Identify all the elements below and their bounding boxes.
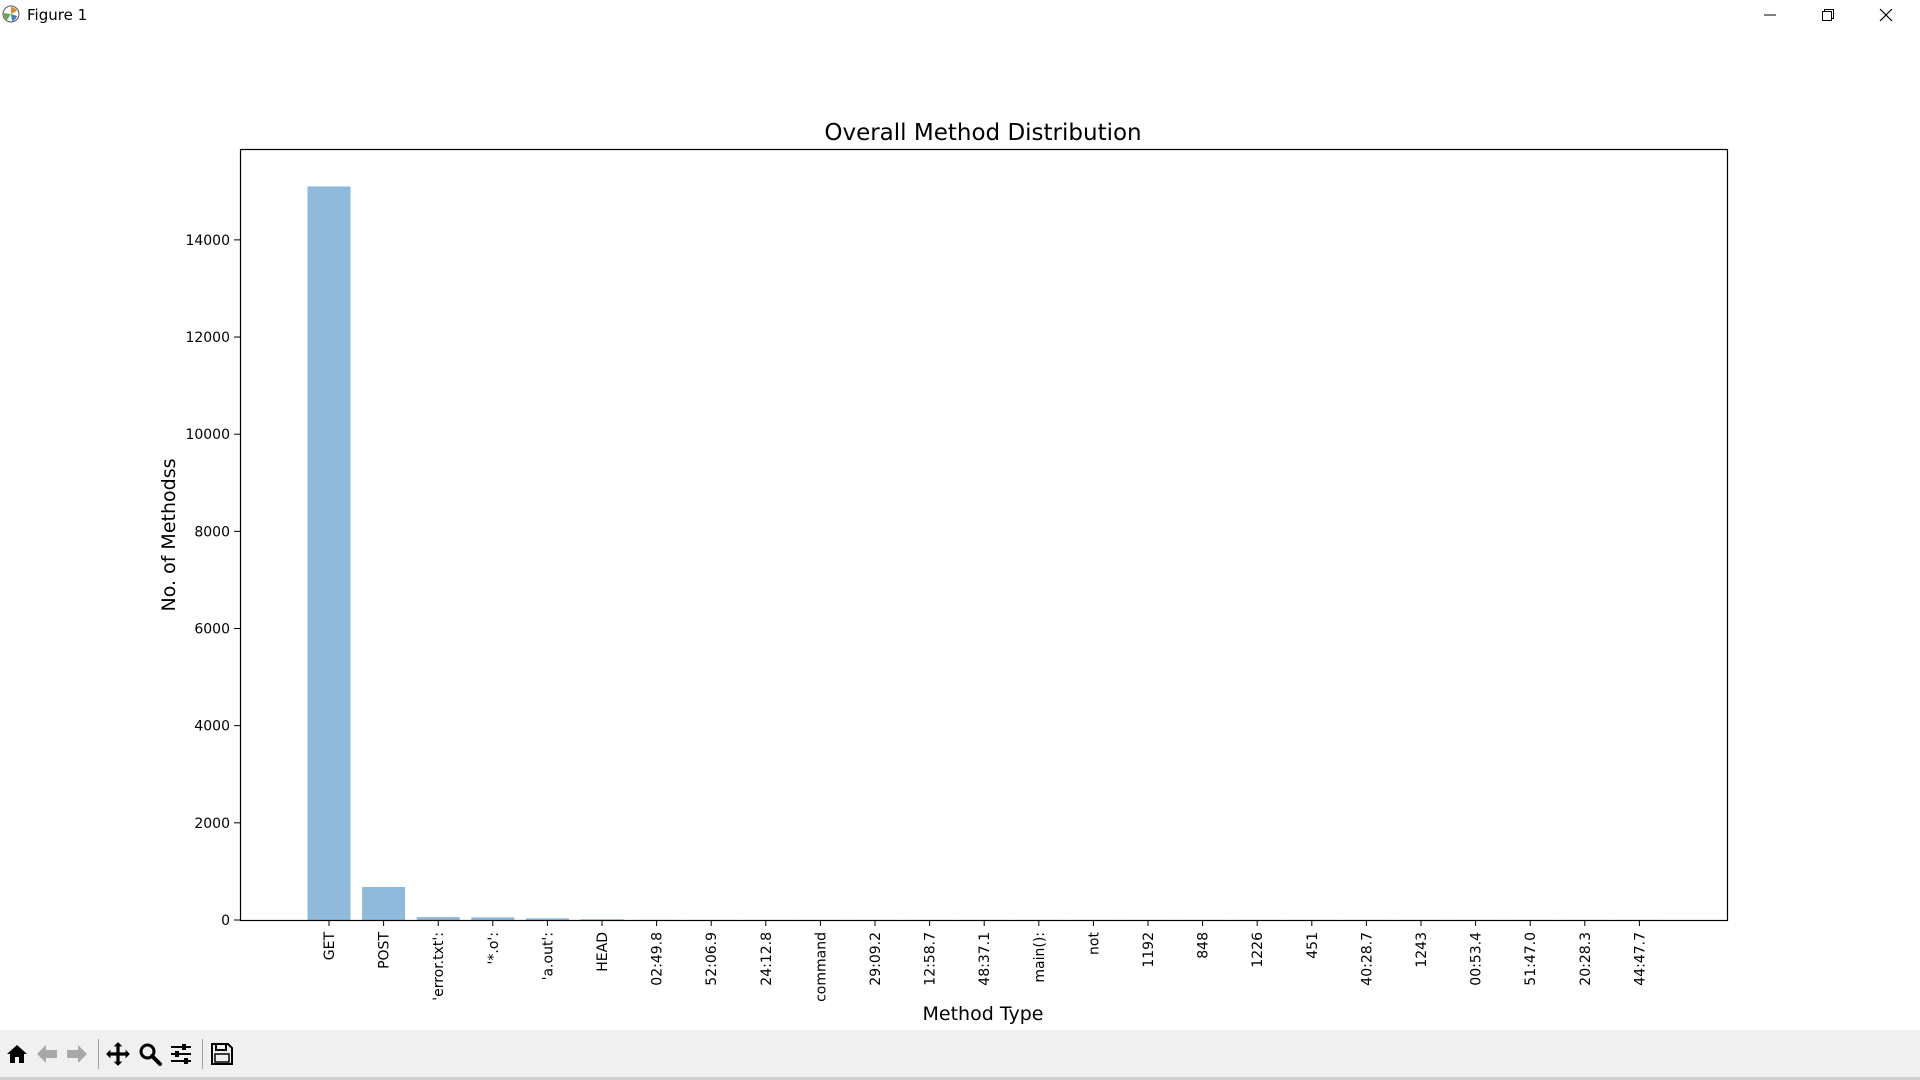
bar-5: [580, 919, 624, 920]
configure-subplots-icon: [171, 1044, 191, 1064]
x-axis-label: Method Type: [923, 1003, 1044, 1025]
toolbar-separator: [98, 1039, 99, 1069]
home-icon: [7, 1045, 27, 1063]
x-tick-label: 12:58.7: [923, 932, 939, 986]
bar-chart: 0 2000 4000 6000 8000 10000 12000 14000 GET POST…: [158, 120, 1729, 1025]
plot-frame: [239, 148, 1729, 922]
x-tick-label: 'error.txt':: [431, 932, 447, 1001]
y-tick-label: 10000: [185, 427, 230, 443]
save-button[interactable]: [208, 1040, 236, 1068]
configure-subplots-button[interactable]: [167, 1040, 195, 1068]
back-button[interactable]: [33, 1040, 61, 1068]
window-title: Figure 1: [27, 6, 88, 24]
chart-title: Overall Method Distribution: [824, 120, 1141, 146]
x-tick-label: '*.o':: [486, 932, 502, 964]
window-bottom-border: [0, 1077, 1920, 1080]
pan-button[interactable]: [104, 1040, 132, 1068]
x-tick-label: main():: [1032, 932, 1048, 983]
matplotlib-icon: [2, 5, 20, 23]
x-tick-label: 00:53.4: [1469, 932, 1485, 986]
forward-button[interactable]: [63, 1040, 91, 1068]
figure-canvas[interactable]: 0 2000 4000 6000 8000 10000 12000 14000 GET POST…: [0, 30, 1920, 1030]
bar-1: [362, 886, 406, 920]
x-tick-label: 451: [1305, 932, 1321, 959]
restore-button[interactable]: [1799, 0, 1857, 30]
bar-4: [525, 918, 569, 920]
x-tick-label: 1192: [1141, 932, 1157, 968]
x-tick-label: 44:47.7: [1632, 932, 1648, 986]
x-tick-label: 20:28.3: [1578, 932, 1594, 986]
x-tick-label: 'a.out':: [540, 932, 556, 980]
x-tick-label: 1243: [1414, 932, 1430, 968]
toolbar-separator: [202, 1039, 203, 1069]
y-tick-label: 0: [221, 913, 230, 929]
zoom-button[interactable]: [136, 1040, 164, 1068]
x-tick-label: POST: [377, 932, 393, 969]
forward-icon: [67, 1045, 87, 1063]
x-tick-label: 02:49.8: [650, 932, 666, 986]
y-tick-label: 2000: [194, 816, 230, 832]
y-tick-label: 8000: [194, 524, 230, 540]
x-tick-label: 40:28.7: [1359, 932, 1375, 986]
x-tick-label: 1226: [1250, 932, 1266, 968]
y-axis-label: No. of Methodss: [158, 459, 180, 612]
x-tick-label: GET: [322, 932, 338, 961]
close-button[interactable]: [1857, 0, 1915, 30]
y-tick-label: 14000: [185, 233, 230, 249]
restore-icon: [1822, 9, 1834, 21]
minimize-icon: [1764, 14, 1776, 16]
bar-0: [307, 186, 351, 921]
pan-icon: [106, 1042, 130, 1066]
x-tick-label: 848: [1196, 932, 1212, 959]
close-icon: [1879, 8, 1893, 22]
x-tick-label: 24:12.8: [759, 932, 775, 986]
bar-3: [471, 917, 515, 920]
navigation-toolbar: [0, 1030, 1920, 1080]
zoom-icon: [139, 1043, 162, 1066]
x-tick-label: 29:09.2: [868, 932, 884, 986]
back-icon: [37, 1045, 57, 1063]
x-tick-label: 51:47.0: [1523, 932, 1539, 986]
home-button[interactable]: [3, 1040, 31, 1068]
minimize-button[interactable]: [1741, 0, 1799, 30]
save-icon: [211, 1043, 233, 1065]
x-tick-label: 48:37.1: [977, 932, 993, 986]
y-tick-label: 12000: [185, 330, 230, 346]
x-tick-label: not: [1086, 931, 1102, 954]
x-tick-label: command: [813, 932, 829, 1002]
window-titlebar: Figure 1: [0, 0, 1920, 30]
y-tick-label: 6000: [194, 622, 230, 638]
x-tick-label: 52:06.9: [704, 932, 720, 986]
x-tick-label: HEAD: [595, 932, 611, 972]
bar-2: [416, 917, 460, 920]
y-tick-label: 4000: [194, 719, 230, 735]
